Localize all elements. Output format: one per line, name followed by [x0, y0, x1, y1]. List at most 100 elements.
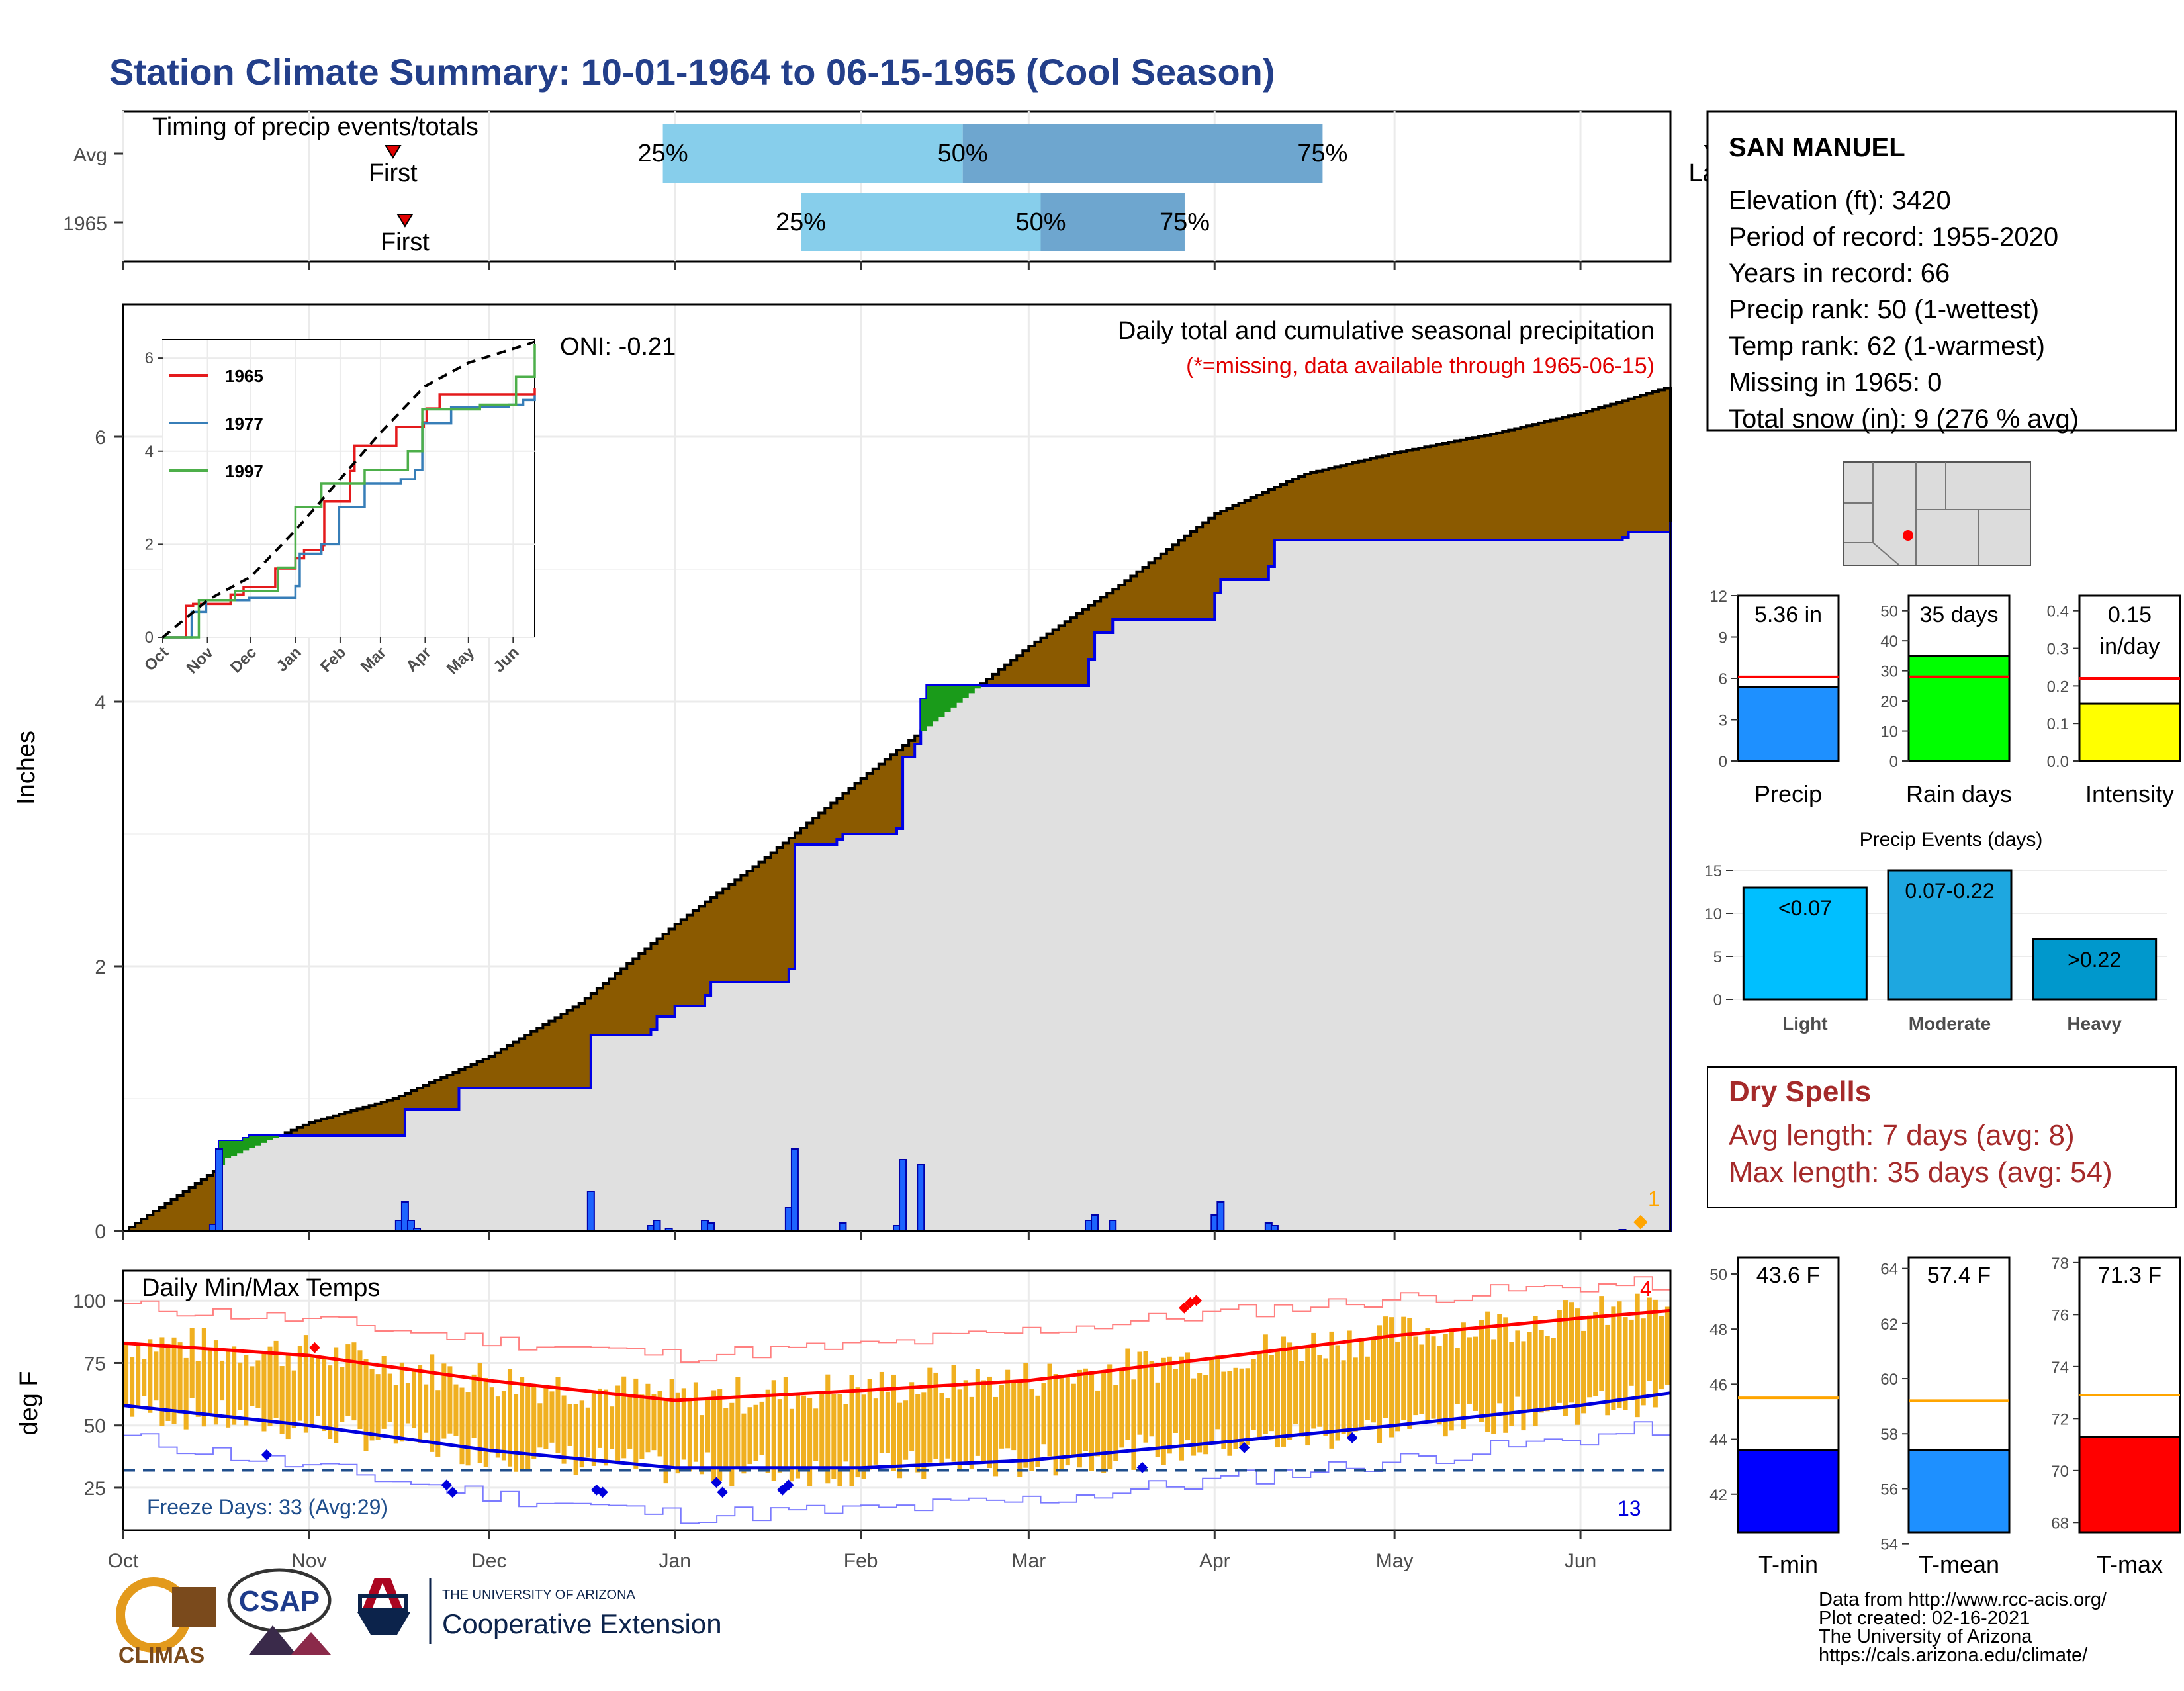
daily-temp-bar [136, 1344, 141, 1408]
daily-temp-bar [477, 1363, 482, 1463]
daily-temp-bar [1365, 1356, 1370, 1420]
daily-temp-bar [1035, 1395, 1040, 1467]
daily-temp-bar [963, 1380, 968, 1463]
temp-summary-ytick: 42 [1709, 1486, 1727, 1504]
daily-temp-bar [1053, 1374, 1058, 1476]
temp-summary-ytick: 44 [1709, 1432, 1727, 1449]
csap-logo: CSAP [227, 1568, 332, 1655]
daily-temp-bar [213, 1340, 218, 1425]
summary-ytick: 20 [1880, 693, 1898, 711]
daily-temp-bar [340, 1367, 345, 1422]
daily-precip-bar [1216, 1201, 1225, 1232]
daily-temp-bar [201, 1328, 206, 1427]
daily-precip-bar [653, 1220, 661, 1232]
timing-p50-label: 50% [938, 140, 988, 167]
daily-temp-bar [1161, 1357, 1166, 1465]
daily-temp-bar [1611, 1306, 1616, 1410]
daily-temp-bar [315, 1357, 321, 1416]
daily-temp-bar [633, 1378, 639, 1469]
daily-temp-bar [1155, 1382, 1160, 1457]
daily-temp-bar [1317, 1355, 1322, 1427]
temp-ytick: 25 [84, 1478, 106, 1500]
daily-temp-bar [430, 1354, 435, 1452]
daily-temp-bar [453, 1384, 459, 1436]
dry-spells-box: Dry Spells Avg length: 7 days (avg: 8) M… [1707, 1066, 2177, 1208]
daily-temp-bar [759, 1401, 764, 1455]
daily-temp-bar [1664, 1306, 1670, 1385]
location-map [1843, 461, 2031, 566]
precip-annotation: Daily total and cumulative seasonal prec… [1118, 317, 1655, 345]
timing-p25-label: 25% [638, 140, 688, 167]
daily-temp-bar [693, 1382, 698, 1462]
footer: Data from http://www.rcc-acis.org/Plot c… [116, 1568, 2107, 1668]
daily-temp-bar [729, 1402, 735, 1486]
daily-temp-bar [867, 1379, 872, 1470]
inset-legend-label: 1977 [225, 414, 263, 434]
station-info-line: Missing in 1965: 0 [1729, 368, 1942, 397]
daily-temp-bar [1581, 1330, 1586, 1414]
daily-precip-bar [1109, 1220, 1117, 1232]
daily-precip-bar [1091, 1214, 1099, 1232]
daily-temp-bar [1347, 1330, 1352, 1438]
daily-temp-bar [1131, 1379, 1136, 1470]
daily-temp-bar [435, 1390, 441, 1457]
daily-temp-bar [273, 1340, 279, 1418]
station-name: SAN MANUEL [1729, 133, 1905, 162]
daily-temp-bar [1509, 1342, 1514, 1426]
daily-temp-bar [507, 1369, 513, 1467]
daily-temp-bar [1143, 1351, 1148, 1443]
daily-temp-bar [207, 1349, 212, 1415]
summary-label: Precip [1754, 780, 1822, 807]
daily-temp-bar [195, 1361, 201, 1417]
daily-temp-bar [459, 1387, 465, 1465]
daily-temp-bar [903, 1400, 909, 1460]
inset-legend-label: 1997 [225, 461, 263, 481]
daily-temp-bar [1299, 1361, 1304, 1437]
month-label: Nov [291, 1550, 326, 1572]
daily-temp-bar [1383, 1316, 1388, 1418]
daily-temp-bar [1389, 1317, 1394, 1438]
precip-ylabel: Inches [13, 731, 40, 805]
daily-temp-bar [999, 1385, 1005, 1449]
timing-q1-bar [662, 124, 963, 183]
summary-bar-1 [1907, 655, 2011, 762]
daily-temp-bar [159, 1337, 165, 1426]
daily-temp-bar [1545, 1336, 1550, 1412]
footer-line: Data from http://www.rcc-acis.org/ [1819, 1589, 2107, 1610]
daily-temp-bar [1047, 1363, 1052, 1457]
record-low-marker-icon: ◆ [447, 1483, 458, 1500]
daily-precip-bar [790, 1148, 799, 1232]
daily-temp-bar [1173, 1369, 1178, 1433]
timing-q1-bar [801, 193, 1041, 251]
hot-days-count: 4 [1640, 1277, 1652, 1301]
daily-temp-bar [322, 1357, 327, 1432]
daily-temp-bar [1635, 1293, 1640, 1418]
daily-temp-bar [291, 1370, 296, 1429]
events-bar [1887, 869, 2013, 1001]
summary-value: 0.15 [2108, 602, 2152, 627]
timing-q2-bar [1040, 193, 1185, 251]
summary-ytick: 0 [1889, 753, 1898, 771]
daily-temp-bar [1533, 1316, 1538, 1426]
daily-temp-bar [555, 1377, 561, 1454]
daily-temp-bar [238, 1362, 243, 1410]
page-title: Station Climate Summary: 10-01-1964 to 0… [109, 51, 1275, 93]
oni-label: ONI: -0.21 [560, 333, 676, 361]
daily-temp-bar [189, 1328, 195, 1398]
daily-temp-bar [183, 1357, 189, 1430]
daily-temp-bar [1485, 1311, 1490, 1432]
temp-summary-ytick: 48 [1709, 1321, 1727, 1339]
record-low-marker-icon: ◆ [441, 1475, 452, 1492]
daily-temp-bar [1323, 1358, 1328, 1436]
daily-temp-bar [285, 1353, 291, 1440]
daily-temp-bar [1437, 1346, 1442, 1425]
daily-temp-bar [124, 1341, 129, 1405]
daily-temp-bar [537, 1403, 543, 1448]
daily-temp-bar [567, 1403, 572, 1446]
daily-temp-bar [1239, 1368, 1244, 1449]
timing-first-label: First [369, 160, 418, 187]
month-label: Mar [1012, 1550, 1046, 1572]
daily-temp-bar [1563, 1300, 1568, 1416]
daily-temp-bar [303, 1335, 308, 1433]
